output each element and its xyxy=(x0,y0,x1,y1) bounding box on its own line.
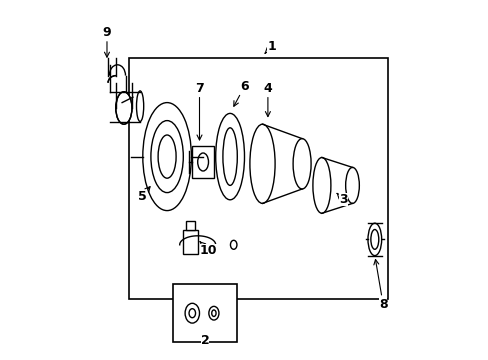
Text: 6: 6 xyxy=(233,80,248,106)
Bar xyxy=(129,58,387,299)
Ellipse shape xyxy=(215,113,244,200)
Ellipse shape xyxy=(208,306,219,320)
Ellipse shape xyxy=(292,139,310,189)
Ellipse shape xyxy=(230,240,237,249)
Text: 10: 10 xyxy=(199,242,217,257)
Text: 4: 4 xyxy=(263,82,272,117)
Text: 7: 7 xyxy=(195,82,203,140)
Text: 3: 3 xyxy=(336,193,347,206)
Ellipse shape xyxy=(151,121,183,193)
Ellipse shape xyxy=(223,128,237,185)
Ellipse shape xyxy=(189,309,195,318)
Bar xyxy=(192,146,213,178)
Ellipse shape xyxy=(142,103,191,211)
Text: 8: 8 xyxy=(373,260,386,311)
Bar xyxy=(183,230,197,254)
Ellipse shape xyxy=(370,230,378,249)
Ellipse shape xyxy=(116,92,132,124)
Ellipse shape xyxy=(312,158,330,213)
Bar xyxy=(186,221,194,230)
Text: 2: 2 xyxy=(200,334,209,347)
Ellipse shape xyxy=(197,153,208,171)
Ellipse shape xyxy=(345,167,359,203)
Ellipse shape xyxy=(158,135,176,178)
Ellipse shape xyxy=(211,310,216,316)
Text: 5: 5 xyxy=(137,186,150,203)
Ellipse shape xyxy=(185,303,199,323)
Ellipse shape xyxy=(249,124,275,203)
Text: 1: 1 xyxy=(264,40,275,53)
Bar xyxy=(172,284,237,342)
Ellipse shape xyxy=(367,223,381,256)
Text: 9: 9 xyxy=(102,26,111,57)
Ellipse shape xyxy=(136,91,143,122)
